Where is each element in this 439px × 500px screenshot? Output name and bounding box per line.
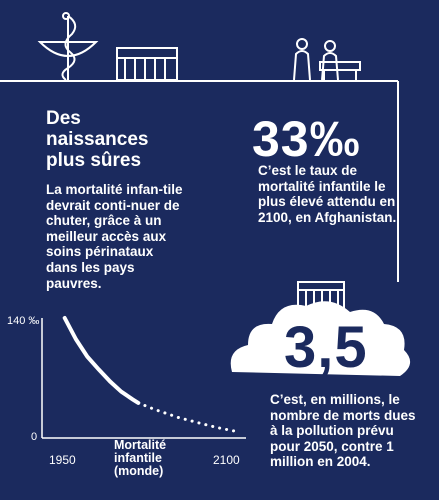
cloud-icon — [230, 301, 411, 376]
y-tick-label-top: 140 ‰ — [7, 315, 39, 327]
stat-pollution-value: 3,5 — [284, 315, 368, 380]
title-line-3: plus sûres — [46, 150, 142, 171]
title-line-2: naissances — [46, 129, 149, 150]
x-tick-label-start: 1950 — [49, 453, 76, 467]
projected-series-line — [136, 401, 237, 433]
x-tick-label-end: 2100 — [213, 453, 240, 467]
stat-pollution-text: C’est, en millions, le nombre de morts d… — [270, 392, 416, 470]
chart-x-axis-label: Mortalité infantile (monde) — [114, 438, 167, 478]
historical-series-line — [62, 316, 141, 405]
doctor-consultation-icon — [293, 38, 361, 81]
caduceus-icon — [37, 12, 99, 81]
title-line-1: Des — [46, 108, 81, 129]
infant-mortality-chart: 140 ‰ 0 1950 2100 — [7, 315, 246, 467]
section-body-text: La mortalité infan-tile devrait conti-nu… — [46, 182, 183, 291]
hospital-bed-icon — [116, 47, 178, 81]
section-title: Des naissances plus sûres — [46, 108, 196, 171]
y-tick-label-zero: 0 — [31, 431, 37, 443]
stat-afghanistan-text: C’est le taux de mortalité infantile le … — [258, 163, 397, 225]
stat-afghanistan-value: 33‰ — [252, 111, 361, 167]
chart-series-group — [62, 316, 237, 433]
